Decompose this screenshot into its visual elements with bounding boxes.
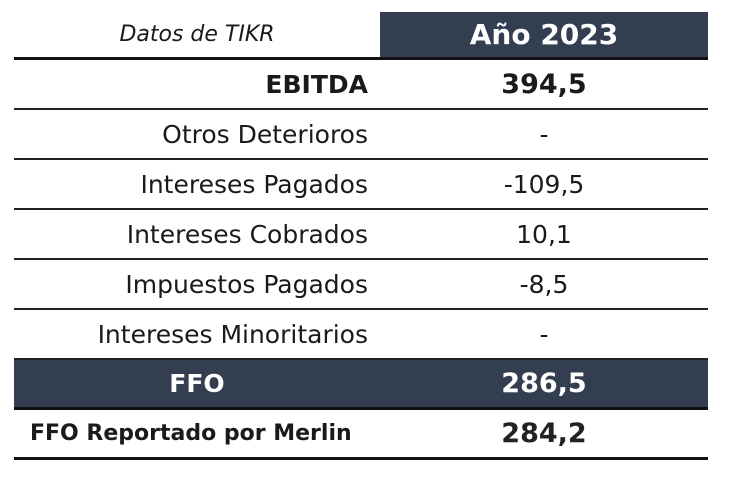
row-value: 10,1 — [516, 219, 572, 249]
row-label: FFO Reportado por Merlin — [30, 421, 352, 446]
row-value: 394,5 — [501, 68, 587, 100]
row-impuestos-pagados: Impuestos Pagados -8,5 — [14, 260, 708, 310]
row-value: 284,2 — [501, 418, 587, 449]
row-label: FFO — [169, 369, 225, 398]
row-ebitda: EBITDA 394,5 — [14, 60, 708, 110]
row-label: EBITDA — [265, 69, 368, 99]
row-value: - — [539, 319, 549, 349]
row-label: Otros Deterioros — [162, 119, 368, 149]
year-header: Año 2023 — [380, 12, 708, 57]
row-label: Intereses Cobrados — [126, 219, 368, 249]
row-value: -8,5 — [519, 269, 569, 299]
row-label: Impuestos Pagados — [125, 269, 368, 299]
row-intereses-minoritarios: Intereses Minoritarios - — [14, 310, 708, 360]
row-value: - — [539, 119, 549, 149]
source-label: Datos de TIKR — [119, 22, 275, 47]
row-value: -109,5 — [503, 169, 585, 199]
row-ffo-reportado: FFO Reportado por Merlin 284,2 — [14, 410, 708, 460]
ffo-table: Datos de TIKR Año 2023 EBITDA 394,5 Otro… — [14, 12, 708, 460]
row-ffo: FFO 286,5 — [14, 360, 708, 410]
row-label: Intereses Minoritarios — [97, 319, 368, 349]
row-value: 286,5 — [501, 368, 587, 399]
row-otros-deterioros: Otros Deterioros - — [14, 110, 708, 160]
row-intereses-pagados: Intereses Pagados -109,5 — [14, 160, 708, 210]
row-intereses-cobrados: Intereses Cobrados 10,1 — [14, 210, 708, 260]
row-label: Intereses Pagados — [140, 169, 368, 199]
table-header: Datos de TIKR Año 2023 — [14, 12, 708, 60]
